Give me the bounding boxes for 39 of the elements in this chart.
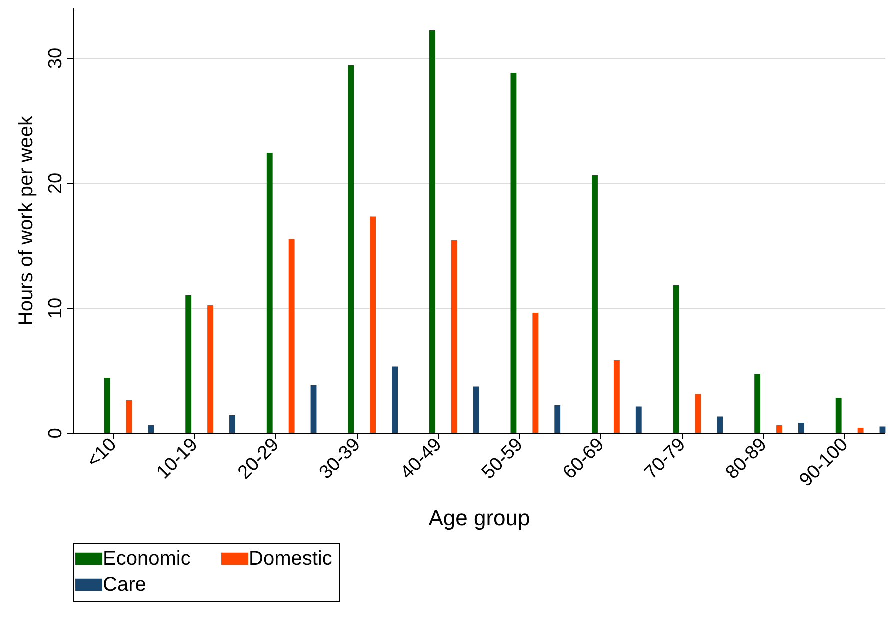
y-tick-label: 0 [46,428,66,439]
bar [348,66,354,433]
bar [614,360,620,433]
legend-label: Domestic [249,548,332,570]
bar [754,374,761,433]
y-tick-label: 20 [46,172,66,194]
x-axis-title: Age group [428,505,530,530]
bar [186,296,192,433]
bar [148,426,154,433]
bar [429,30,436,433]
bar [836,398,842,433]
bar [473,386,480,433]
bar [532,313,539,433]
legend-label: Care [103,574,146,596]
y-tick-label: 10 [46,298,66,320]
x-tick-label: <10 [83,434,122,472]
y-axis-title: Hours of work per week [16,114,38,326]
bar [310,386,317,433]
bar [208,306,214,433]
bar [370,216,376,433]
bar [230,416,236,433]
bar [554,406,561,433]
bar [104,378,110,433]
bar [695,394,702,433]
bar [776,426,782,433]
bar [451,240,458,433]
bar [126,400,132,433]
bar [636,406,642,433]
bar [673,286,680,433]
bar [266,153,273,433]
bar [392,366,398,433]
legend-label: Economic [103,548,191,570]
y-tick-label: 30 [46,48,66,70]
bar [798,423,804,433]
bar [288,239,295,433]
bar [717,416,724,433]
bar [592,176,598,433]
bar [858,428,864,433]
bar [510,73,517,433]
